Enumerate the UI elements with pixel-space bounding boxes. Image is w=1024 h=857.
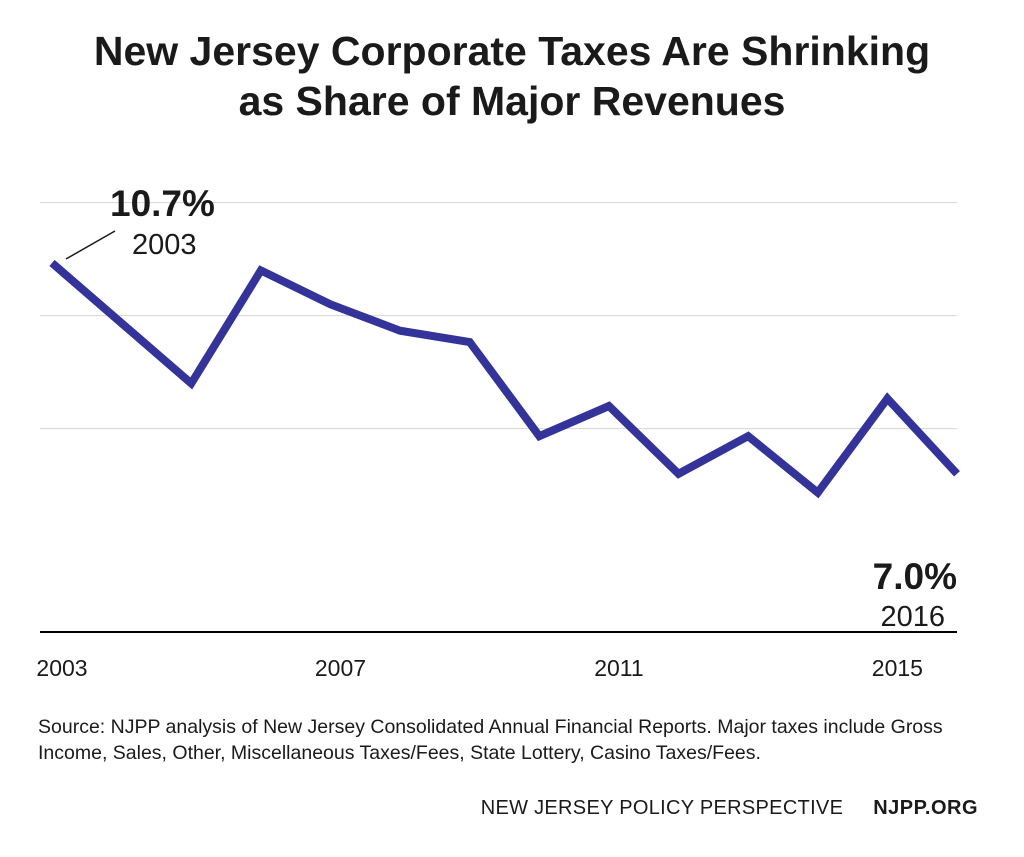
- x-tick-label: 2003: [36, 655, 87, 681]
- data-points: [51, 262, 958, 493]
- chart-title: New Jersey Corporate Taxes Are Shrinking…: [0, 26, 1024, 126]
- x-tick-label: 2015: [872, 655, 923, 681]
- x-tick-label: 2011: [594, 655, 643, 681]
- annotation-end-value: 7.0%: [873, 556, 957, 597]
- annotation-start-year: 2003: [132, 229, 197, 261]
- series-line: [49, 259, 960, 499]
- footer-org: NEW JERSEY POLICY PERSPECTIVE: [480, 797, 844, 819]
- chart-title-line-1: New Jersey Corporate Taxes Are Shrinking: [93, 28, 931, 74]
- x-axis-ticks: 2003 2007 2011 2015: [36, 655, 923, 681]
- footer: NEW JERSEY POLICY PERSPECTIVE NJPP.ORG: [481, 797, 978, 820]
- line-chart: 2003 2007 2011 2015 10.7% 2003 7.0% 2016: [36, 183, 960, 681]
- chart-title-line-2: as Share of Major Revenues: [238, 78, 786, 124]
- annotation-end-year: 2016: [880, 601, 945, 633]
- footer-site-link[interactable]: NJPP.ORG: [873, 797, 978, 819]
- annotation-start-value: 10.7%: [110, 183, 215, 224]
- gridlines: [40, 202, 957, 430]
- source-note: Source: NJPP analysis of New Jersey Cons…: [38, 716, 943, 764]
- annotation-leader-line: [65, 230, 116, 260]
- x-tick-label: 2007: [315, 655, 366, 681]
